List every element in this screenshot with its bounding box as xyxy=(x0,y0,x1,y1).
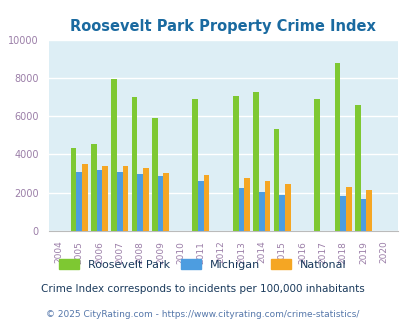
Bar xyxy=(143,168,148,231)
Bar xyxy=(238,188,244,231)
Bar xyxy=(284,183,290,231)
Bar xyxy=(91,144,96,231)
Bar xyxy=(192,99,198,231)
Title: Roosevelt Park Property Crime Index: Roosevelt Park Property Crime Index xyxy=(70,19,375,34)
Bar xyxy=(70,148,76,231)
Bar xyxy=(76,172,82,231)
Bar xyxy=(117,172,122,231)
Bar xyxy=(334,63,339,231)
Text: © 2025 CityRating.com - https://www.cityrating.com/crime-statistics/: © 2025 CityRating.com - https://www.city… xyxy=(46,310,359,319)
Bar xyxy=(163,173,168,231)
Bar xyxy=(122,167,128,231)
Bar xyxy=(96,170,102,231)
Bar xyxy=(264,181,270,231)
Legend: Roosevelt Park, Michigan, National: Roosevelt Park, Michigan, National xyxy=(55,255,350,274)
Bar xyxy=(82,164,87,231)
Bar xyxy=(365,190,371,231)
Bar xyxy=(232,96,238,231)
Bar xyxy=(111,79,117,231)
Bar xyxy=(151,118,157,231)
Bar xyxy=(345,186,351,231)
Bar xyxy=(253,92,258,231)
Bar xyxy=(157,177,163,231)
Bar xyxy=(273,129,279,231)
Bar xyxy=(360,199,365,231)
Bar xyxy=(102,166,108,231)
Bar xyxy=(279,195,284,231)
Bar xyxy=(131,97,137,231)
Bar xyxy=(258,192,264,231)
Bar xyxy=(244,178,249,231)
Bar xyxy=(354,105,360,231)
Bar xyxy=(198,181,203,231)
Text: Crime Index corresponds to incidents per 100,000 inhabitants: Crime Index corresponds to incidents per… xyxy=(41,284,364,294)
Bar xyxy=(137,174,143,231)
Bar xyxy=(313,99,319,231)
Bar xyxy=(203,175,209,231)
Bar xyxy=(339,196,345,231)
